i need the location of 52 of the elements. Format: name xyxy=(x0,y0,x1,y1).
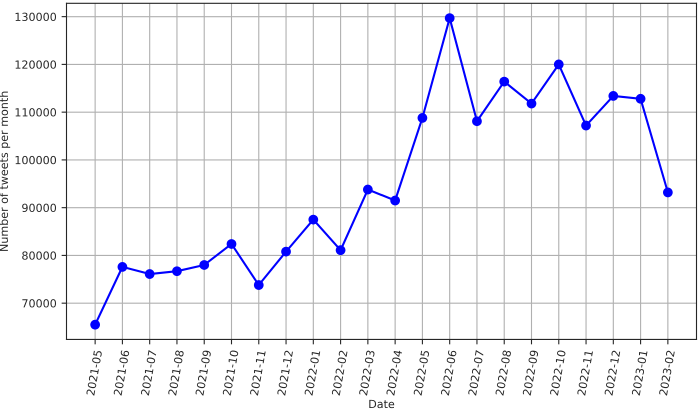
point xyxy=(581,120,591,130)
point xyxy=(390,196,400,206)
point xyxy=(254,280,264,290)
x-tick-label: 2022-09 xyxy=(522,350,539,396)
point xyxy=(472,116,482,126)
x-tick-label: 2022-11 xyxy=(577,350,594,396)
x-tick-label: 2022-05 xyxy=(413,350,430,396)
point xyxy=(363,184,373,194)
point xyxy=(636,94,646,104)
x-axis-title: Date xyxy=(369,400,394,408)
point xyxy=(444,13,455,23)
y-tick-label: 90000 xyxy=(22,204,56,212)
x-tick-label: 2021-07 xyxy=(140,350,157,396)
point xyxy=(226,239,236,249)
x-tick-label: 2022-01 xyxy=(304,350,320,396)
point xyxy=(499,76,510,86)
point xyxy=(418,113,428,123)
x-tick-label: 2021-11 xyxy=(250,350,266,396)
x-tick-label: 2021-12 xyxy=(277,350,294,396)
point xyxy=(663,188,673,198)
x-tick-label: 2021-06 xyxy=(113,350,130,396)
x-tick-label: 2022-03 xyxy=(358,350,375,396)
point xyxy=(336,245,346,256)
x-tick-label: 2023-02 xyxy=(658,350,675,396)
point xyxy=(526,98,536,108)
x-tick-label: 2022-07 xyxy=(468,350,484,396)
x-tick-label: 2022-10 xyxy=(550,350,566,396)
y-tick-label: 120000 xyxy=(16,60,56,69)
y-tick-label: 80000 xyxy=(22,251,56,260)
x-tick-label: 2022-06 xyxy=(440,350,457,396)
point xyxy=(199,260,210,270)
y-tick-label: 70000 xyxy=(22,299,56,308)
x-tick-label: 2022-08 xyxy=(495,350,512,396)
x-tick-label: 2023-01 xyxy=(632,350,648,396)
x-tick-label: 2022-04 xyxy=(386,350,402,396)
y-tick-label: 130000 xyxy=(16,12,56,22)
y-tick-label: 110000 xyxy=(16,108,56,117)
point xyxy=(281,246,291,256)
x-tick-label: 2021-05 xyxy=(86,350,102,396)
point xyxy=(308,214,318,224)
point xyxy=(172,266,182,276)
point xyxy=(118,262,128,272)
x-tick-label: 2021-08 xyxy=(168,350,184,396)
point xyxy=(90,320,100,330)
x-tick-label: 2021-09 xyxy=(195,350,212,396)
x-tick-label: 2022-12 xyxy=(604,350,620,396)
point xyxy=(144,269,155,279)
y-tick-label: 100000 xyxy=(16,156,56,164)
point xyxy=(554,60,564,70)
x-tick-label: 2021-10 xyxy=(222,350,239,396)
point xyxy=(608,91,618,101)
x-tick-label: 2022-02 xyxy=(332,350,348,396)
